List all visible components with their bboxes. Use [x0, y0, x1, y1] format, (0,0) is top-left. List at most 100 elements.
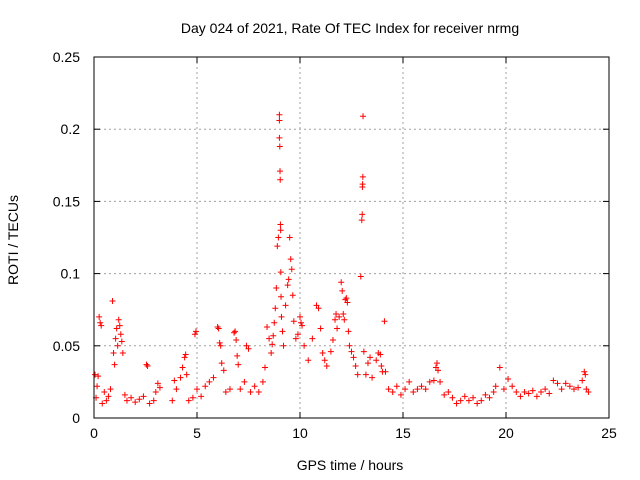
data-point: [334, 325, 341, 332]
data-point: [327, 348, 334, 355]
x-tick-labels: 0 5 10 15 20 25: [90, 425, 617, 441]
data-point: [214, 324, 221, 331]
data-point: [509, 383, 516, 390]
data-point: [359, 181, 366, 188]
data-point: [359, 173, 366, 180]
data-point: [189, 394, 196, 401]
data-point: [192, 328, 199, 335]
x-tick-label: 15: [395, 425, 411, 441]
data-point: [292, 335, 299, 342]
data-point: [474, 400, 481, 407]
y-tick-label: 0.15: [53, 193, 80, 209]
data-point: [579, 377, 586, 384]
data-point: [575, 384, 582, 391]
data-point: [222, 389, 229, 396]
data-point: [410, 389, 417, 396]
y-tick-label: 0: [72, 410, 80, 426]
data-point: [562, 380, 569, 387]
data-point: [315, 305, 322, 312]
data-point: [457, 397, 464, 404]
data-point: [220, 367, 227, 374]
data-point: [453, 400, 460, 407]
data-point: [270, 332, 277, 339]
data-point: [277, 221, 284, 228]
data-point: [406, 378, 413, 385]
data-point: [241, 378, 248, 385]
data-point: [97, 319, 104, 326]
data-point: [118, 338, 125, 345]
data-point: [377, 351, 384, 358]
data-point: [182, 351, 189, 358]
data-point: [566, 383, 573, 390]
data-point: [112, 335, 119, 342]
data-point: [288, 266, 295, 273]
data-point: [570, 386, 577, 393]
data-point: [210, 374, 217, 381]
data-point: [465, 397, 472, 404]
data-point: [282, 302, 289, 309]
data-point: [132, 399, 139, 406]
data-point: [287, 256, 294, 263]
data-point: [152, 389, 159, 396]
data-point: [290, 318, 297, 325]
data-point: [264, 324, 271, 331]
data-point: [276, 143, 283, 150]
data-point: [373, 357, 380, 364]
data-point: [261, 364, 268, 371]
data-point: [482, 391, 489, 398]
data-point: [179, 364, 186, 371]
data-point: [332, 316, 339, 323]
data-point: [144, 363, 151, 370]
data-point: [426, 378, 433, 385]
data-point: [277, 176, 284, 183]
data-point: [344, 299, 351, 306]
data-point: [194, 386, 200, 393]
data-point: [284, 282, 291, 289]
data-point: [339, 287, 346, 294]
data-point: [430, 377, 437, 384]
x-tick-label: 5: [193, 425, 201, 441]
data-point: [117, 331, 124, 338]
data-point: [280, 342, 287, 349]
x-axis-label: GPS time / hours: [297, 457, 404, 473]
data-point: [513, 389, 520, 396]
data-point: [181, 354, 188, 361]
data-points: [92, 111, 592, 407]
data-point: [234, 352, 241, 359]
data-point: [266, 335, 273, 342]
data-point: [279, 328, 286, 335]
data-point: [402, 386, 409, 393]
data-point: [317, 325, 324, 332]
data-point: [319, 350, 326, 357]
data-point: [341, 316, 348, 323]
data-point: [156, 384, 163, 391]
data-point: [136, 396, 143, 403]
data-point: [321, 357, 328, 364]
data-point: [255, 389, 262, 396]
data-point: [237, 386, 244, 393]
data-point: [329, 337, 336, 344]
x-tick-label: 10: [292, 425, 308, 441]
data-point: [340, 311, 347, 318]
data-point: [435, 367, 442, 374]
data-point: [418, 383, 425, 390]
data-point: [143, 361, 150, 368]
data-point: [505, 376, 512, 383]
data-point: [217, 342, 224, 349]
data-point: [271, 319, 278, 326]
data-point: [478, 397, 485, 404]
grid-lines: [94, 57, 609, 418]
data-point: [247, 389, 254, 396]
data-point: [202, 383, 209, 390]
data-point: [345, 328, 352, 335]
data-point: [276, 117, 283, 124]
data-point: [109, 298, 116, 305]
data-point: [233, 337, 240, 344]
data-point: [389, 389, 396, 396]
data-point: [191, 331, 198, 338]
data-point: [333, 311, 340, 318]
data-point: [441, 391, 448, 398]
data-point: [173, 386, 180, 393]
data-point: [94, 383, 101, 390]
data-point: [128, 394, 135, 401]
